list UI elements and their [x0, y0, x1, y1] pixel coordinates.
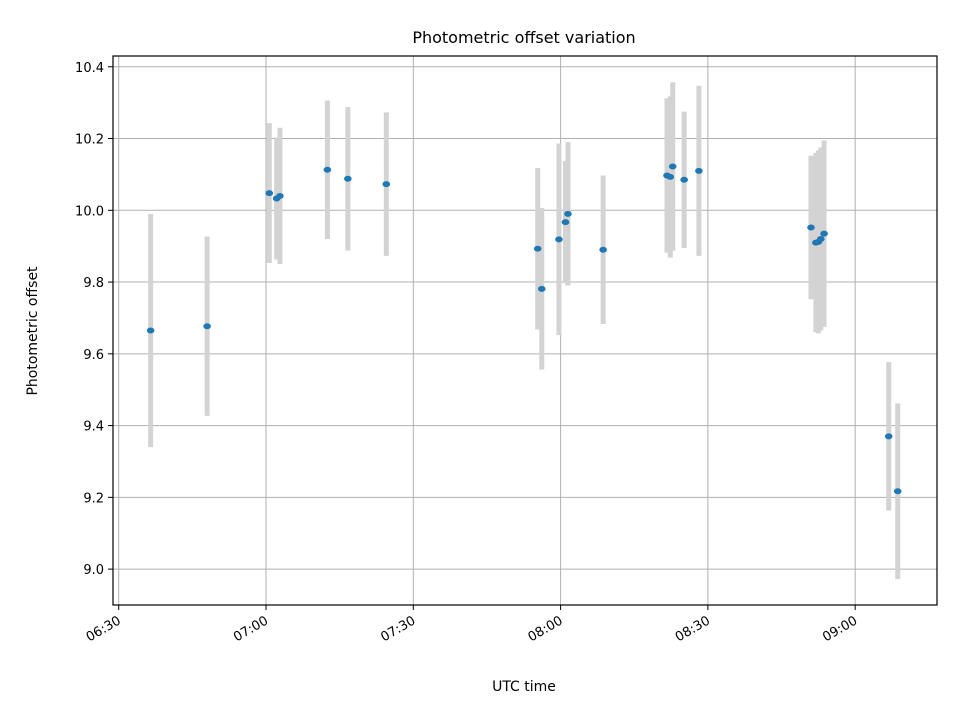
data-point	[820, 230, 828, 237]
x-axis-label: UTC time	[492, 679, 556, 695]
y-axis-label: Photometric offset	[25, 266, 41, 396]
data-point	[344, 175, 352, 182]
chart-title: Photometric offset variation	[412, 28, 635, 47]
y-tick-label: 10.2	[75, 133, 104, 148]
data-point	[884, 433, 893, 440]
y-tick-label: 9.6	[83, 348, 104, 363]
data-point	[533, 245, 542, 252]
data-point	[323, 166, 332, 173]
data-point	[561, 219, 570, 226]
data-point	[680, 176, 688, 183]
y-tick-label: 10.4	[75, 61, 104, 76]
data-point	[146, 327, 155, 334]
data-point	[599, 246, 607, 253]
point-layer	[146, 163, 902, 495]
data-point	[537, 285, 546, 292]
plot-frame	[112, 55, 938, 606]
data-point	[555, 236, 563, 243]
data-point	[668, 163, 677, 170]
y-tick-label: 10.0	[75, 204, 104, 219]
data-point	[695, 167, 703, 174]
data-point	[666, 173, 675, 180]
data-point	[817, 236, 825, 242]
data-point	[382, 181, 391, 188]
data-point	[893, 488, 902, 495]
y-tick-label: 9.8	[83, 276, 104, 291]
data-point	[203, 323, 211, 330]
y-tick-label: 9.2	[83, 491, 104, 506]
y-tick-label: 9.0	[83, 563, 104, 578]
y-tick-label: 9.4	[83, 420, 104, 435]
data-point	[807, 224, 815, 231]
data-point	[265, 190, 274, 197]
data-point	[276, 192, 284, 199]
data-point	[564, 210, 572, 217]
